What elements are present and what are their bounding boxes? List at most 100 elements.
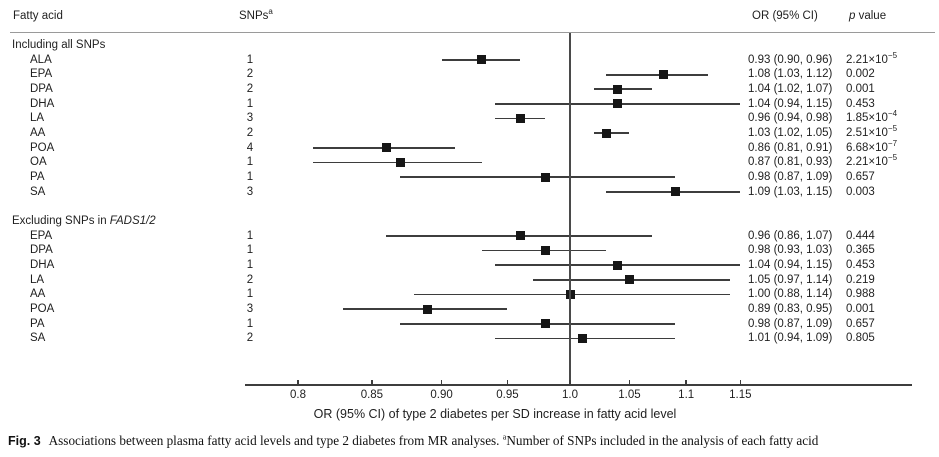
row-p-value: 0.003: [846, 185, 875, 198]
row-snp-count: 1: [246, 317, 254, 330]
or-marker: [395, 158, 405, 168]
or-marker: [601, 128, 611, 138]
or-marker: [381, 143, 391, 153]
row-or-text: 0.87 (0.81, 0.93): [748, 156, 833, 169]
or-marker: [577, 333, 587, 343]
p-header-italic: p: [849, 10, 856, 22]
x-tick-label: 0.8: [290, 389, 306, 401]
row-label: EPA: [30, 68, 53, 81]
or-marker: [613, 84, 623, 94]
row-or-text: 1.08 (1.03, 1.12): [748, 68, 833, 81]
x-tick-label: 0.85: [360, 389, 384, 401]
column-header-snps: SNPsa: [239, 7, 273, 24]
row-label: SA: [30, 185, 46, 198]
row-p-value: 0.444: [846, 229, 875, 242]
row-snp-count: 2: [246, 273, 254, 286]
row-or-text: 1.04 (0.94, 1.15): [748, 97, 833, 110]
row-or-text: 0.98 (0.87, 1.09): [748, 170, 833, 183]
x-tick: [685, 380, 687, 385]
row-or-text: 0.86 (0.81, 0.91): [748, 141, 833, 154]
snps-header-superscript: a: [268, 7, 273, 17]
figure-caption: Fig. 3 Associations between plasma fatty …: [8, 433, 818, 449]
row-label: AA: [30, 126, 46, 139]
or-marker: [613, 260, 623, 270]
x-tick-label: 0.90: [430, 389, 453, 401]
column-header-p-value: p value: [849, 9, 886, 24]
p-header-rest: value: [855, 10, 887, 22]
figure-number: Fig. 3: [8, 434, 41, 448]
row-p-value: 0.657: [846, 170, 875, 183]
or-marker: [670, 187, 680, 197]
group-label: Excluding SNPs in FADS1/2: [12, 214, 156, 227]
x-tick: [506, 380, 509, 385]
x-tick: [569, 380, 571, 385]
row-p-value: 2.21×10−5: [846, 50, 898, 66]
row-or-text: 1.01 (0.94, 1.09): [748, 332, 833, 345]
row-or-text: 1.00 (0.88, 1.14): [748, 288, 833, 301]
row-label: POA: [30, 302, 55, 315]
row-snp-count: 1: [246, 244, 254, 257]
snps-header-text: SNPs: [239, 10, 269, 22]
row-p-value: 0.365: [846, 244, 875, 257]
row-label: SA: [30, 332, 46, 345]
row-p-value: 6.68×10−7: [846, 138, 898, 154]
row-or-text: 0.98 (0.87, 1.09): [748, 317, 833, 330]
or-marker: [515, 114, 525, 124]
row-p-value: 2.51×10−5: [846, 124, 898, 139]
row-or-text: 1.04 (0.94, 1.15): [748, 258, 833, 271]
or-marker: [613, 99, 623, 109]
row-label: LA: [30, 273, 45, 286]
column-header-or-ci: OR (95% CI): [752, 10, 818, 22]
or-marker: [624, 275, 634, 285]
row-p-value: 0.001: [846, 302, 875, 315]
row-snp-count: 1: [246, 170, 254, 183]
row-p-value: 0.805: [846, 332, 875, 345]
row-p-value: 0.453: [846, 97, 875, 110]
row-or-text: 1.03 (1.02, 1.05): [748, 126, 833, 139]
row-snp-count: 3: [246, 112, 254, 125]
row-label: DHA: [30, 97, 55, 110]
row-label: DPA: [30, 244, 53, 257]
caption-text: Associations between plasma fatty acid l…: [48, 433, 503, 448]
ci-line: [594, 132, 630, 135]
row-label: AA: [30, 288, 46, 301]
or-marker: [515, 231, 525, 241]
group-label: Including all SNPs: [12, 39, 106, 51]
or-marker: [423, 304, 433, 314]
row-p-value: 0.219: [846, 273, 875, 286]
row-snp-count: 2: [246, 82, 254, 95]
or-marker: [540, 172, 550, 182]
row-snp-count: 1: [246, 53, 254, 66]
row-snp-count: 1: [246, 258, 254, 271]
row-or-text: 0.89 (0.83, 0.95): [748, 302, 833, 315]
reference-line: [569, 33, 571, 385]
x-tick: [371, 380, 373, 385]
ci-line: [594, 88, 653, 91]
row-snp-count: 1: [246, 97, 254, 110]
x-axis-title: OR (95% CI) of type 2 diabetes per SD in…: [313, 407, 677, 421]
row-label: LA: [30, 112, 45, 125]
caption-superscript: a: [502, 432, 507, 442]
row-label: PA: [30, 170, 45, 183]
ci-line: [606, 73, 709, 76]
row-or-text: 1.09 (1.03, 1.15): [748, 185, 833, 198]
row-p-value: 2.21×10−5: [846, 153, 898, 169]
row-or-text: 1.05 (0.97, 1.14): [748, 273, 833, 286]
row-p-value: 0.988: [846, 288, 875, 301]
row-snp-count: 4: [246, 141, 254, 154]
row-p-value: 0.002: [846, 68, 875, 81]
row-or-text: 0.98 (0.93, 1.03): [748, 244, 833, 257]
x-tick-label: 0.95: [496, 389, 519, 401]
row-snp-count: 1: [246, 229, 254, 242]
row-label: POA: [30, 141, 55, 154]
row-snp-count: 3: [246, 302, 254, 315]
row-snp-count: 2: [246, 332, 254, 345]
x-tick-label: 1.05: [618, 389, 641, 401]
row-p-value: 0.001: [846, 82, 875, 95]
caption-footnote-text: Number of SNPs included in the analysis …: [506, 433, 819, 448]
row-snp-count: 1: [246, 288, 254, 301]
or-marker: [477, 55, 487, 65]
or-marker: [540, 246, 550, 256]
x-tick: [628, 380, 631, 385]
